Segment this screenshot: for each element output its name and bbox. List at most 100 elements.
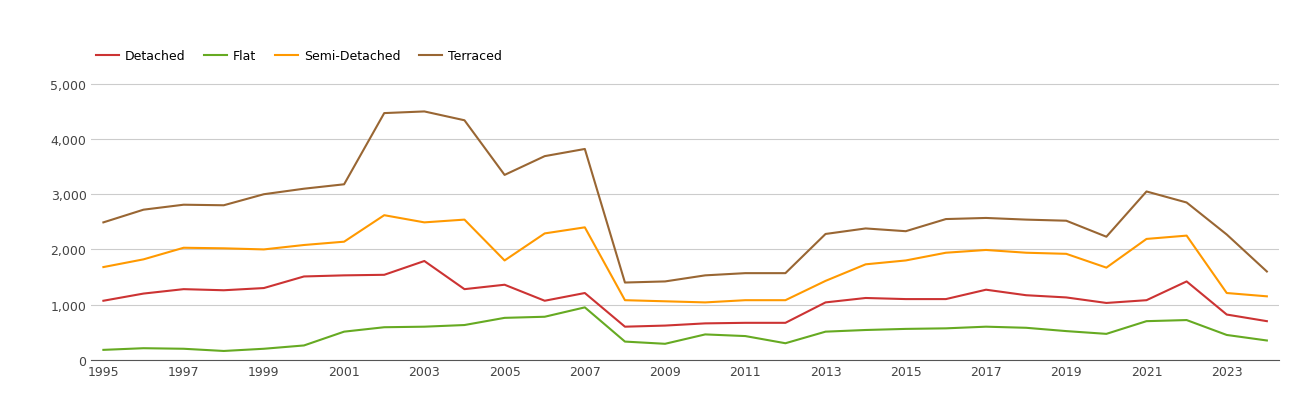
Detached	[256, 286, 271, 291]
Semi-Detached	[1178, 234, 1194, 238]
Detached	[176, 287, 192, 292]
Flat	[1058, 329, 1074, 334]
Terraced	[1259, 270, 1275, 274]
Detached	[497, 283, 513, 288]
Terraced	[176, 203, 192, 208]
Flat	[95, 348, 111, 353]
Flat	[1099, 332, 1114, 337]
Flat	[697, 332, 713, 337]
Detached	[737, 321, 753, 326]
Terraced	[215, 203, 231, 208]
Semi-Detached	[95, 265, 111, 270]
Semi-Detached	[697, 300, 713, 305]
Flat	[376, 325, 392, 330]
Terraced	[938, 217, 954, 222]
Flat	[617, 339, 633, 344]
Terraced	[979, 216, 994, 221]
Detached	[1099, 301, 1114, 306]
Flat	[416, 324, 432, 329]
Flat	[337, 329, 352, 334]
Detached	[136, 291, 151, 296]
Semi-Detached	[215, 246, 231, 251]
Detached	[898, 297, 913, 302]
Flat	[296, 343, 312, 348]
Semi-Detached	[1099, 265, 1114, 270]
Terraced	[376, 111, 392, 116]
Flat	[778, 341, 793, 346]
Detached	[95, 299, 111, 303]
Terraced	[457, 119, 472, 124]
Flat	[658, 342, 673, 346]
Semi-Detached	[457, 218, 472, 222]
Detached	[215, 288, 231, 293]
Flat	[457, 323, 472, 328]
Line: Semi-Detached: Semi-Detached	[103, 216, 1267, 303]
Line: Terraced: Terraced	[103, 112, 1267, 283]
Semi-Detached	[857, 262, 873, 267]
Semi-Detached	[136, 257, 151, 262]
Semi-Detached	[617, 298, 633, 303]
Semi-Detached	[898, 258, 913, 263]
Terraced	[416, 110, 432, 115]
Flat	[497, 316, 513, 321]
Detached	[857, 296, 873, 301]
Terraced	[778, 271, 793, 276]
Flat	[1018, 326, 1034, 330]
Legend: Detached, Flat, Semi-Detached, Terraced: Detached, Flat, Semi-Detached, Terraced	[91, 45, 506, 68]
Detached	[1139, 298, 1155, 303]
Semi-Detached	[1058, 252, 1074, 257]
Semi-Detached	[778, 298, 793, 303]
Terraced	[497, 173, 513, 178]
Semi-Detached	[256, 247, 271, 252]
Terraced	[296, 187, 312, 192]
Terraced	[898, 229, 913, 234]
Flat	[979, 324, 994, 329]
Detached	[658, 324, 673, 328]
Semi-Detached	[337, 240, 352, 245]
Flat	[1178, 318, 1194, 323]
Detached	[617, 324, 633, 329]
Flat	[136, 346, 151, 351]
Detached	[778, 321, 793, 326]
Flat	[256, 346, 271, 351]
Detached	[337, 273, 352, 278]
Flat	[215, 348, 231, 353]
Flat	[737, 334, 753, 339]
Detached	[296, 274, 312, 279]
Flat	[176, 346, 192, 351]
Terraced	[577, 147, 592, 152]
Terraced	[818, 232, 834, 237]
Terraced	[1178, 200, 1194, 205]
Flat	[1139, 319, 1155, 324]
Flat	[818, 329, 834, 334]
Semi-Detached	[536, 231, 552, 236]
Semi-Detached	[1139, 237, 1155, 242]
Terraced	[95, 220, 111, 225]
Terraced	[136, 208, 151, 213]
Detached	[979, 288, 994, 292]
Detached	[1259, 319, 1275, 324]
Flat	[938, 326, 954, 331]
Detached	[536, 299, 552, 303]
Terraced	[737, 271, 753, 276]
Detached	[1178, 279, 1194, 284]
Detached	[818, 300, 834, 305]
Semi-Detached	[818, 279, 834, 284]
Semi-Detached	[416, 220, 432, 225]
Semi-Detached	[1219, 291, 1235, 296]
Semi-Detached	[979, 248, 994, 253]
Detached	[416, 259, 432, 264]
Semi-Detached	[1018, 251, 1034, 256]
Detached	[1018, 293, 1034, 298]
Flat	[857, 328, 873, 333]
Flat	[1259, 338, 1275, 343]
Flat	[898, 327, 913, 332]
Detached	[376, 273, 392, 278]
Flat	[577, 305, 592, 310]
Detached	[577, 291, 592, 296]
Detached	[697, 321, 713, 326]
Detached	[457, 287, 472, 292]
Detached	[938, 297, 954, 302]
Terraced	[536, 154, 552, 159]
Semi-Detached	[497, 258, 513, 263]
